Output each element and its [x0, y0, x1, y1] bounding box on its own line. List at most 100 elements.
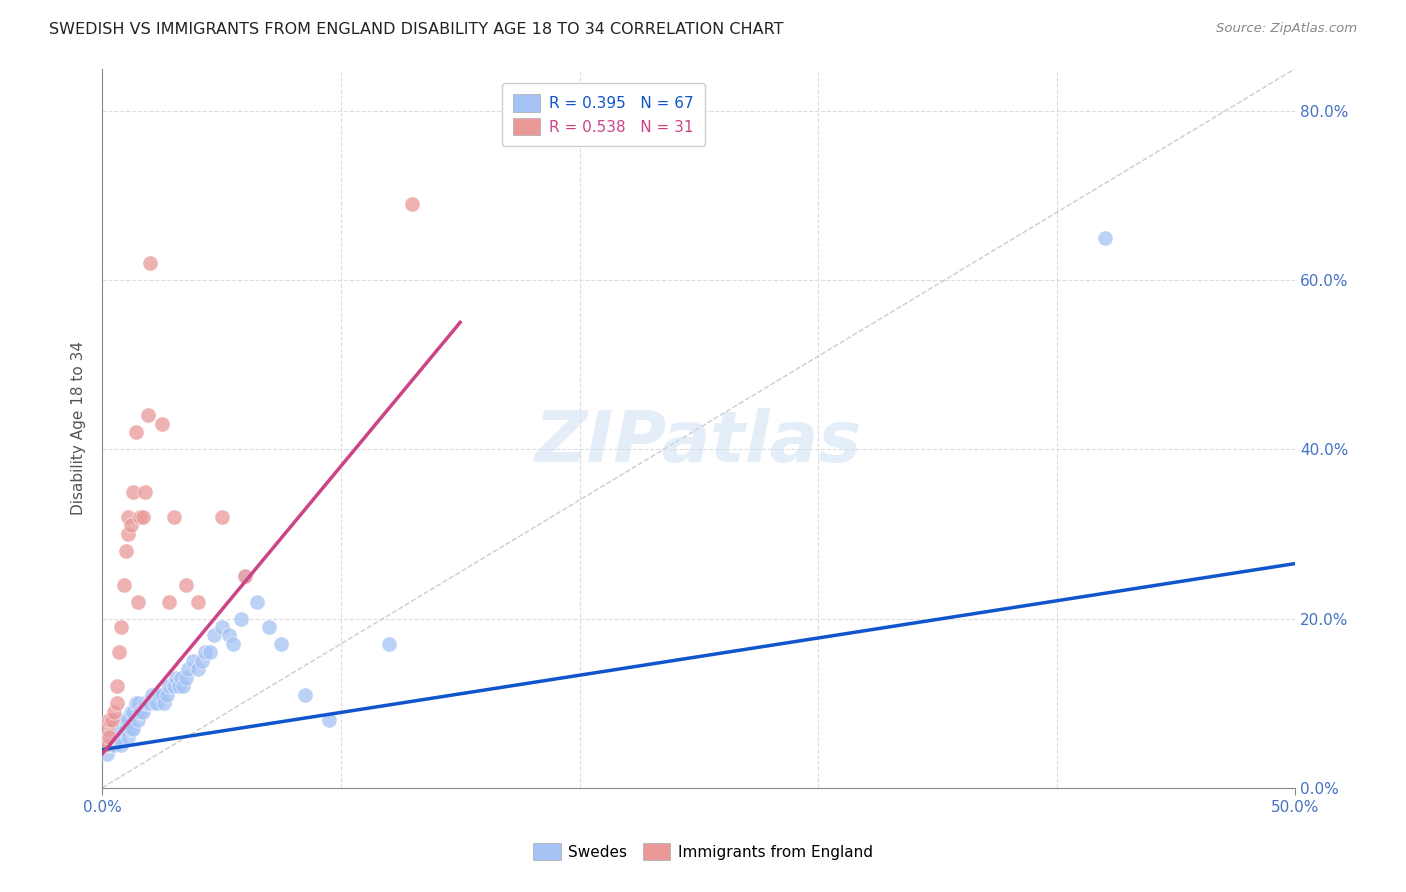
Swedes: [105, 722, 128, 736]
Swedes: [98, 730, 121, 744]
Swedes: [115, 713, 138, 727]
Immigrants from England: [139, 256, 162, 270]
Swedes: [150, 688, 173, 702]
Swedes: [222, 637, 245, 651]
Immigrants from England: [98, 730, 121, 744]
Swedes: [127, 696, 149, 710]
Text: ZIPatlas: ZIPatlas: [536, 408, 862, 477]
Swedes: [218, 628, 240, 642]
Swedes: [120, 705, 142, 719]
Immigrants from England: [96, 722, 118, 736]
Swedes: [103, 739, 125, 753]
Swedes: [1094, 231, 1116, 245]
Swedes: [187, 662, 209, 676]
Swedes: [153, 696, 176, 710]
Immigrants from England: [117, 510, 139, 524]
Swedes: [134, 696, 156, 710]
Swedes: [108, 730, 131, 744]
Swedes: [181, 654, 204, 668]
Swedes: [100, 730, 122, 744]
Immigrants from England: [174, 577, 197, 591]
Immigrants from England: [150, 417, 173, 431]
Swedes: [157, 679, 180, 693]
Swedes: [117, 730, 139, 744]
Immigrants from England: [112, 577, 135, 591]
Swedes: [115, 722, 138, 736]
Swedes: [202, 628, 225, 642]
Immigrants from England: [108, 645, 131, 659]
Y-axis label: Disability Age 18 to 34: Disability Age 18 to 34: [72, 341, 86, 516]
Immigrants from England: [157, 594, 180, 608]
Swedes: [172, 679, 194, 693]
Swedes: [194, 645, 217, 659]
Immigrants from England: [235, 569, 257, 583]
Swedes: [129, 705, 152, 719]
Swedes: [163, 679, 186, 693]
Swedes: [143, 696, 166, 710]
Swedes: [117, 713, 139, 727]
Swedes: [139, 696, 162, 710]
Swedes: [122, 722, 145, 736]
Swedes: [167, 679, 190, 693]
Swedes: [108, 713, 131, 727]
Swedes: [377, 637, 399, 651]
Immigrants from England: [401, 197, 423, 211]
Swedes: [294, 688, 316, 702]
Swedes: [93, 739, 115, 753]
Immigrants from England: [211, 510, 233, 524]
Text: Source: ZipAtlas.com: Source: ZipAtlas.com: [1216, 22, 1357, 36]
Swedes: [146, 696, 169, 710]
Immigrants from England: [115, 544, 138, 558]
Swedes: [112, 722, 135, 736]
Immigrants from England: [132, 510, 155, 524]
Swedes: [198, 645, 221, 659]
Swedes: [96, 730, 118, 744]
Immigrants from England: [187, 594, 209, 608]
Swedes: [141, 688, 163, 702]
Text: SWEDISH VS IMMIGRANTS FROM ENGLAND DISABILITY AGE 18 TO 34 CORRELATION CHART: SWEDISH VS IMMIGRANTS FROM ENGLAND DISAB…: [49, 22, 783, 37]
Swedes: [98, 739, 121, 753]
Immigrants from England: [117, 527, 139, 541]
Swedes: [124, 696, 146, 710]
Immigrants from England: [120, 518, 142, 533]
Immigrants from England: [93, 739, 115, 753]
Swedes: [105, 730, 128, 744]
Swedes: [100, 739, 122, 753]
Swedes: [211, 620, 233, 634]
Legend: Swedes, Immigrants from England: Swedes, Immigrants from England: [527, 837, 879, 866]
Immigrants from England: [136, 409, 159, 423]
Swedes: [103, 730, 125, 744]
Immigrants from England: [122, 484, 145, 499]
Swedes: [170, 671, 193, 685]
Swedes: [191, 654, 214, 668]
Swedes: [270, 637, 292, 651]
Swedes: [174, 671, 197, 685]
Immigrants from England: [124, 425, 146, 440]
Swedes: [103, 722, 125, 736]
Immigrants from England: [105, 679, 128, 693]
Immigrants from England: [105, 696, 128, 710]
Swedes: [177, 662, 200, 676]
Immigrants from England: [100, 713, 122, 727]
Immigrants from England: [98, 713, 121, 727]
Immigrants from England: [129, 510, 152, 524]
Swedes: [132, 705, 155, 719]
Swedes: [110, 722, 132, 736]
Swedes: [112, 713, 135, 727]
Swedes: [156, 688, 179, 702]
Swedes: [120, 722, 142, 736]
Immigrants from England: [127, 594, 149, 608]
Swedes: [259, 620, 281, 634]
Swedes: [110, 739, 132, 753]
Swedes: [148, 688, 170, 702]
Swedes: [165, 671, 187, 685]
Legend: R = 0.395   N = 67, R = 0.538   N = 31: R = 0.395 N = 67, R = 0.538 N = 31: [502, 83, 704, 146]
Swedes: [318, 713, 340, 727]
Swedes: [235, 569, 257, 583]
Immigrants from England: [103, 705, 125, 719]
Swedes: [122, 705, 145, 719]
Swedes: [136, 696, 159, 710]
Immigrants from England: [134, 484, 156, 499]
Swedes: [246, 594, 269, 608]
Immigrants from England: [163, 510, 186, 524]
